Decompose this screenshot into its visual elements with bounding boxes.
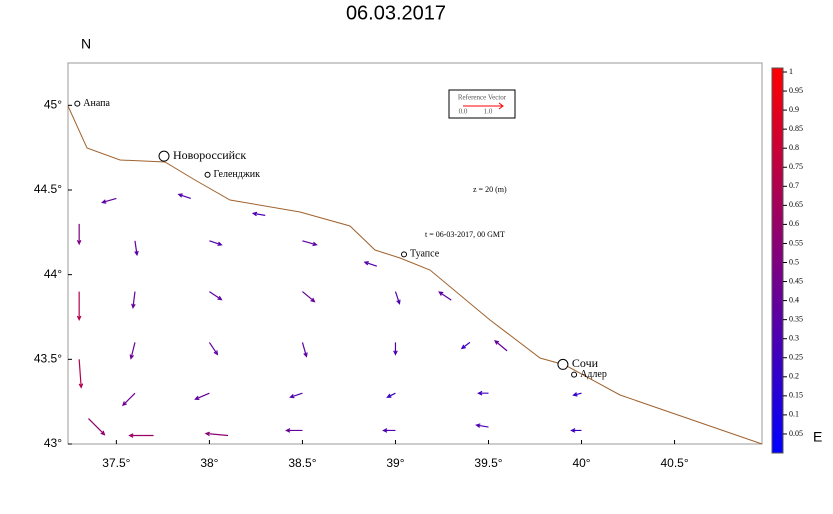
- y-tick-label: 43°: [44, 436, 62, 450]
- current-arrow: [570, 428, 582, 433]
- time-annotation: t = 06-03-2017, 00 GMT: [425, 230, 505, 239]
- x-tick-label: 39.5°: [474, 456, 502, 470]
- colorbar-tick-label: 0.7: [789, 181, 799, 190]
- current-arrow: [134, 240, 139, 257]
- reference-start-label: 0.0: [459, 108, 468, 116]
- current-arrow: [88, 418, 106, 436]
- y-tick-label: 43.5°: [34, 352, 62, 366]
- current-arrow: [101, 197, 117, 204]
- place-marker: [204, 171, 211, 178]
- colorbar-tick-label: 0.9: [789, 105, 799, 114]
- x-tick-label: 37.5°: [102, 456, 130, 470]
- colorbar-tick-label: 0.8: [789, 143, 799, 152]
- current-arrow: [76, 223, 82, 246]
- colorbar-tick-label: 0.85: [789, 124, 803, 133]
- current-arrow: [475, 423, 489, 428]
- current-arrow: [76, 291, 82, 321]
- current-arrow: [251, 211, 266, 217]
- current-arrow: [302, 240, 318, 247]
- current-arrow: [393, 342, 398, 356]
- place-label: Туапсе: [410, 249, 440, 260]
- place-marker: [571, 371, 578, 378]
- current-arrow: [394, 291, 401, 305]
- current-arrow: [494, 339, 508, 352]
- current-arrow: [572, 392, 582, 397]
- current-arrow: [438, 291, 452, 301]
- x-axis-label: E: [813, 429, 822, 445]
- x-tick-label: 39°: [386, 456, 404, 470]
- colorbar-tick-label: 0.35: [789, 314, 803, 323]
- reference-arrow: [463, 102, 504, 110]
- current-arrow: [386, 392, 396, 398]
- colorbar-tick-label: 0.45: [789, 276, 803, 285]
- place-marker: [74, 100, 81, 107]
- place-marker: [401, 251, 408, 258]
- current-arrow: [131, 291, 136, 309]
- reference-box: [448, 89, 516, 119]
- current-arrow: [460, 341, 471, 350]
- colorbar-tick-label: 0.4: [789, 295, 799, 304]
- place-label: Анапа: [83, 98, 110, 109]
- x-tick-label: 40.5°: [660, 456, 688, 470]
- place-label: Сочи: [572, 356, 599, 370]
- place-label: Адлер: [580, 369, 607, 380]
- colorbar-tick-label: 0.2: [789, 372, 799, 381]
- current-arrow: [285, 428, 303, 433]
- current-arrow: [204, 431, 229, 437]
- current-arrow: [209, 291, 223, 301]
- place-label: Геленджик: [214, 169, 261, 180]
- current-arrow: [128, 433, 154, 438]
- colorbar-tick-label: 0.1: [789, 410, 799, 419]
- plot-frame: [67, 62, 763, 445]
- reference-label: Reference Vector: [458, 94, 507, 102]
- current-arrow: [382, 428, 396, 433]
- colorbar-tick-label: 0.75: [789, 162, 803, 171]
- colorbar-tick-label: 0.6: [789, 219, 799, 228]
- reference-end-label: 1.0: [484, 108, 493, 116]
- colorbar-tick-label: 0.95: [789, 86, 803, 95]
- place-label: Новороссийск: [173, 148, 246, 162]
- colorbar-tick-label: 0.55: [789, 238, 803, 247]
- chart-title: 06.03.2017: [346, 2, 446, 24]
- y-axis-label: N: [81, 36, 91, 52]
- y-tick-label: 45°: [44, 98, 62, 112]
- current-arrow: [301, 342, 308, 358]
- current-arrow: [363, 261, 378, 267]
- current-arrow: [302, 291, 316, 303]
- colorbar-tick-label: 1: [789, 67, 793, 76]
- current-arrow: [129, 342, 136, 360]
- y-tick-label: 44.5°: [34, 182, 62, 196]
- colorbar-tick-label: 0.3: [789, 334, 799, 343]
- y-tick-label: 44°: [44, 267, 62, 281]
- colorbar-tick-label: 0.25: [789, 353, 803, 362]
- colorbar-tick-label: 0.5: [789, 257, 799, 266]
- coastline: [67, 105, 763, 445]
- current-arrow: [289, 392, 303, 399]
- current-arrow: [477, 390, 489, 396]
- current-arrow: [177, 193, 191, 200]
- x-tick-label: 38°: [200, 456, 218, 470]
- colorbar: [771, 67, 784, 454]
- current-arrow: [194, 392, 210, 400]
- colorbar-tick-label: 0.15: [789, 391, 803, 400]
- place-marker: [557, 358, 569, 370]
- current-arrow: [78, 359, 84, 389]
- depth-annotation: z = 20 (m): [473, 185, 507, 194]
- x-tick-label: 38.5°: [288, 456, 316, 470]
- current-arrow: [208, 342, 219, 356]
- current-arrow: [122, 392, 136, 407]
- colorbar-tick-label: 0.65: [789, 200, 803, 209]
- x-tick-label: 40°: [572, 456, 590, 470]
- place-marker: [158, 150, 170, 162]
- colorbar-tick-label: 0.05: [789, 429, 803, 438]
- current-arrow: [209, 240, 223, 246]
